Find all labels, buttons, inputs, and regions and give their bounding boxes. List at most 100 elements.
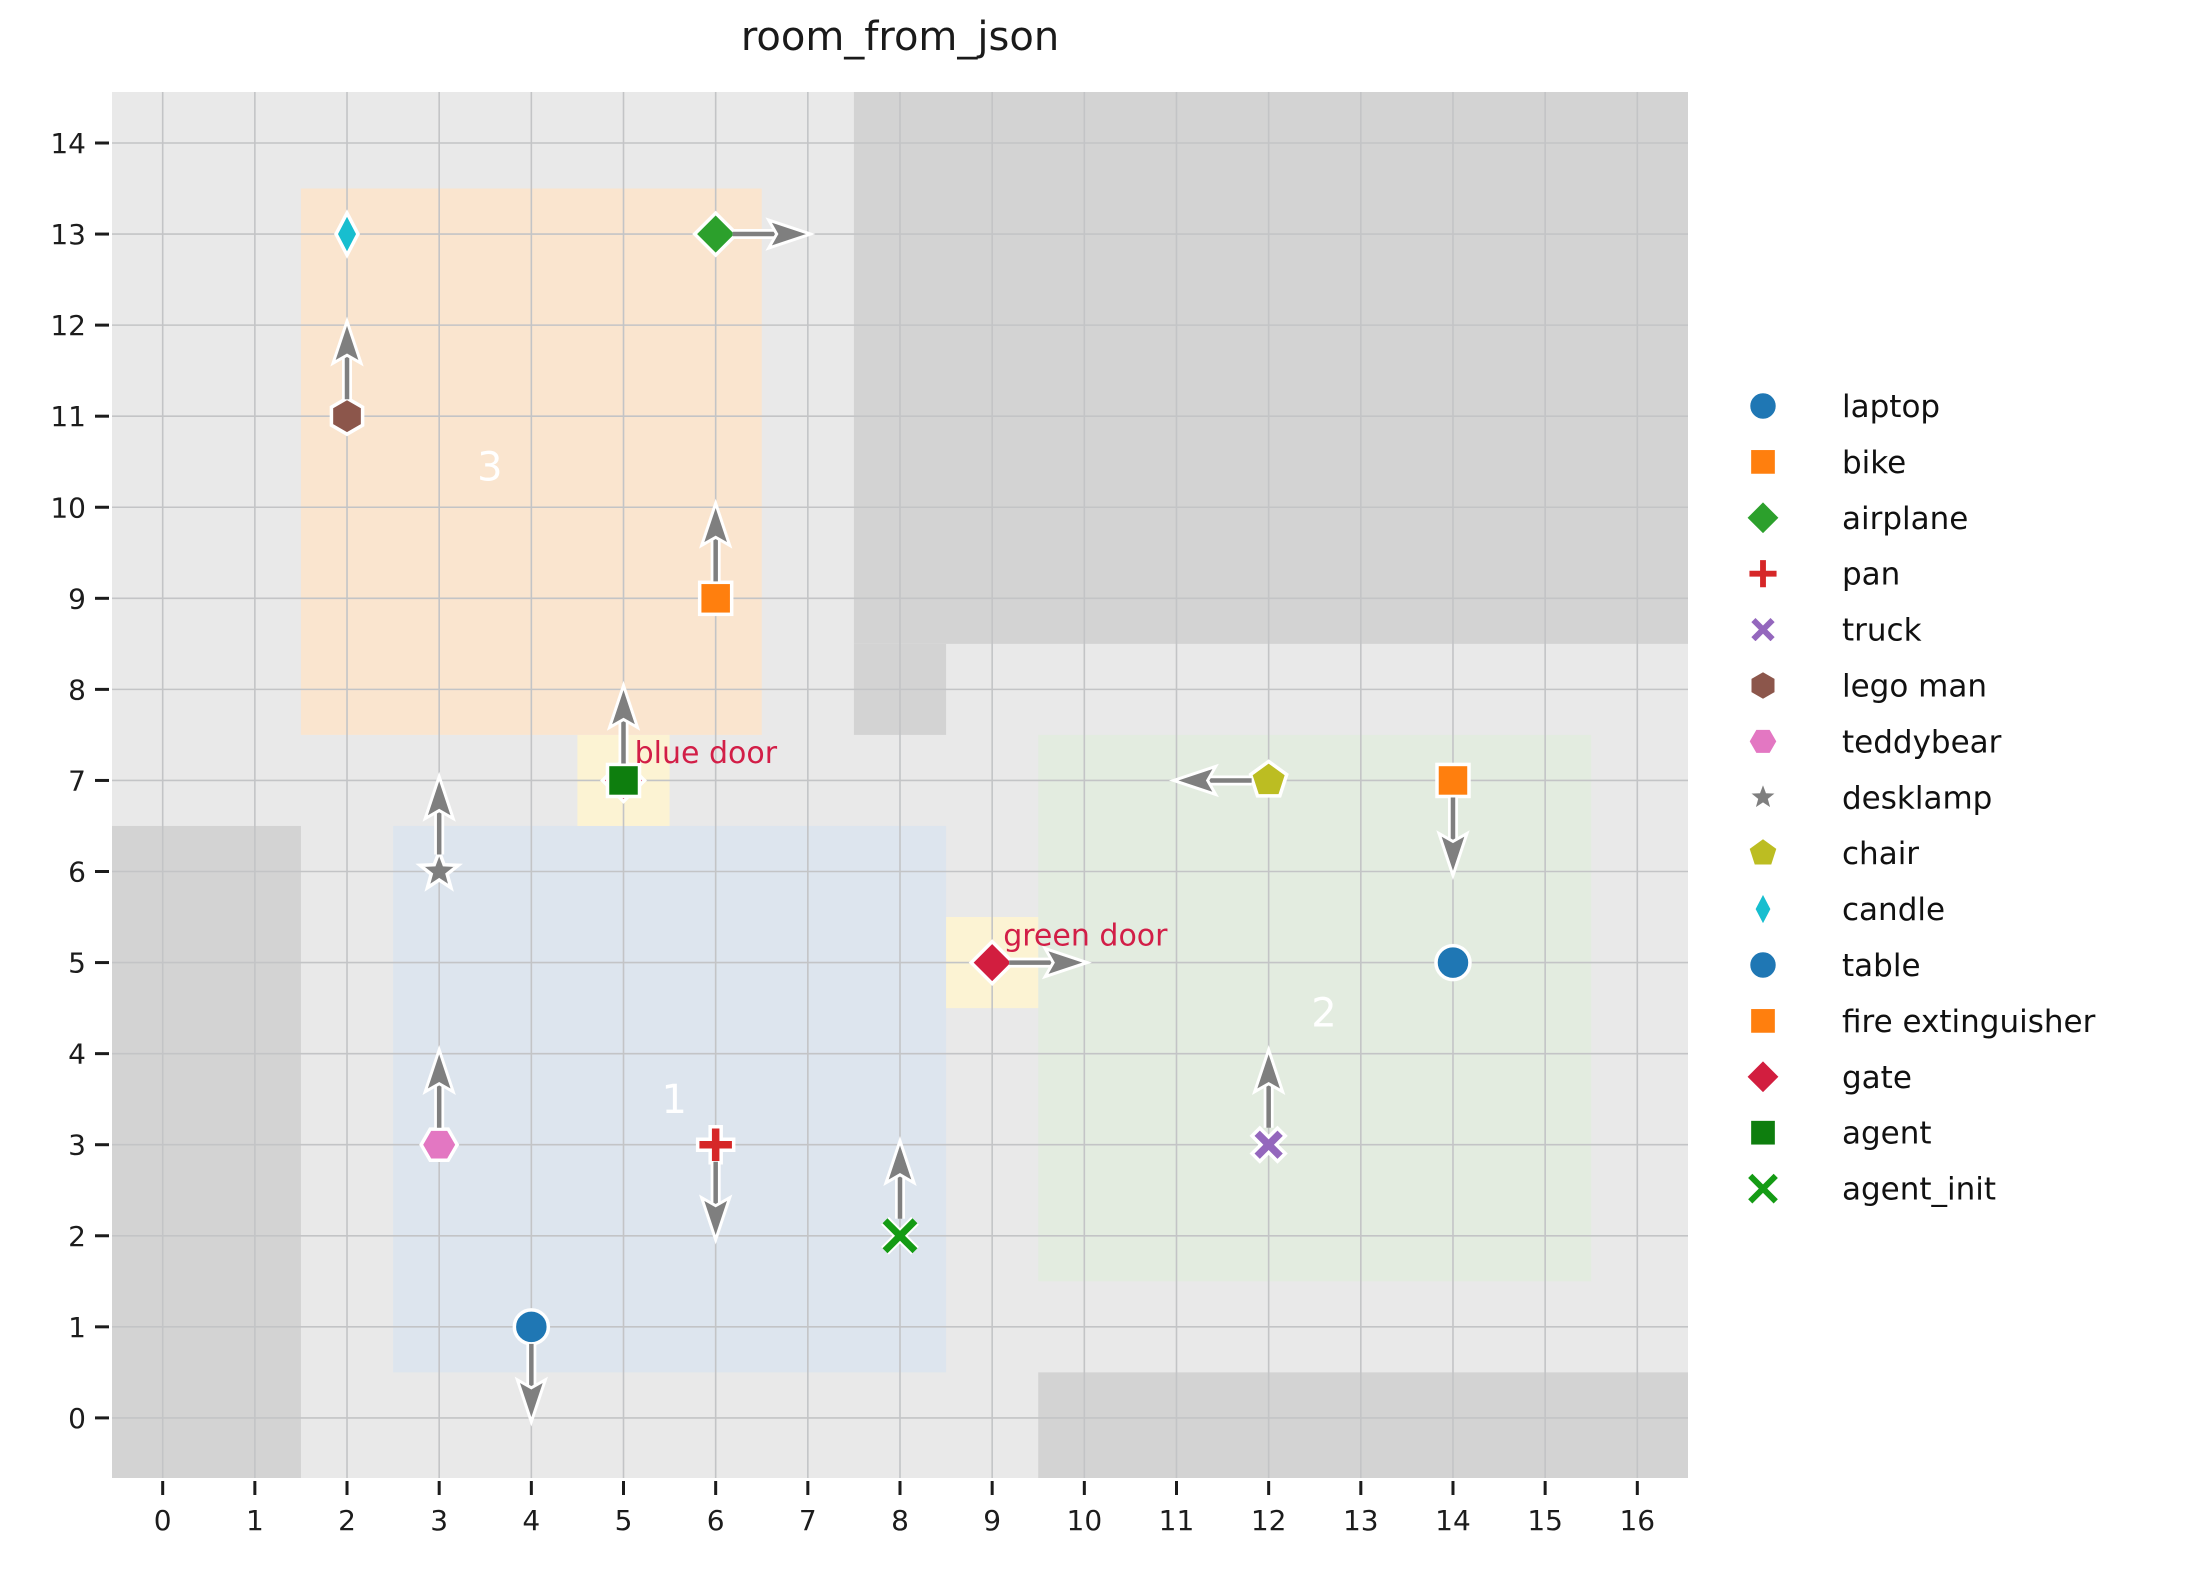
legend-label-bike: bike: [1842, 445, 1906, 481]
arrow-fire-extinguisher: [1436, 797, 1470, 881]
wall-bottom-right: [1038, 1372, 1688, 1478]
room-2-label: 2: [1311, 991, 1336, 1037]
marker-bike: [697, 580, 734, 617]
marker-candle: [334, 209, 360, 259]
legend-label-desklamp: desklamp: [1842, 780, 1992, 816]
arrow-pan: [699, 1161, 733, 1245]
legend-label-table: table: [1842, 948, 1921, 984]
y-tick-label: 3: [68, 1129, 86, 1162]
marker-lego-man: [329, 396, 365, 437]
legend-label-agent: agent: [1842, 1116, 1932, 1152]
y-tick-label: 7: [68, 764, 86, 797]
legend-item-pan: pan: [1745, 556, 1900, 593]
wall-left: [112, 825, 301, 1478]
legend: laptop bike airplane pan truck lego man teddyb…: [1742, 389, 2096, 1208]
y-tick-label: 12: [50, 309, 86, 342]
y-tick-label: 6: [68, 856, 86, 889]
legend-marker-truck: [1746, 613, 1780, 647]
y-tick-label: 4: [68, 1038, 86, 1071]
arrow-airplane: [732, 217, 816, 251]
legend-label-agent_init: agent_init: [1842, 1172, 1996, 1208]
x-tick-label: 10: [1067, 1504, 1103, 1537]
y-tick-label: 9: [68, 582, 86, 615]
marker-table: [512, 1308, 551, 1346]
legend-marker-lego-man: [1747, 668, 1779, 703]
legend-marker-gate: [1742, 1056, 1784, 1098]
wall-top-right: [853, 92, 1688, 644]
room-3-label: 3: [477, 444, 502, 490]
legend-item-teddybear: teddybear: [1745, 724, 2002, 760]
y-tick-label: 14: [50, 127, 86, 160]
legend-item-candle: candle: [1751, 887, 1945, 931]
arrow-truck: [1251, 1044, 1286, 1128]
legend-marker-fire-extinguisher: [1747, 1005, 1779, 1037]
legend-label-lego-man: lego man: [1842, 669, 1987, 705]
y-tick-label: 0: [68, 1402, 86, 1435]
x-tick-label: 2: [338, 1504, 356, 1537]
arrow-chair: [1168, 763, 1252, 798]
marker-agent_init: [881, 1216, 919, 1255]
marker-truck: [1249, 1125, 1288, 1164]
legend-marker-chair: [1745, 834, 1781, 869]
x-tick-label: 6: [707, 1504, 725, 1537]
legend-item-agent_init: agent_init: [1746, 1172, 1996, 1208]
x-tick-label: 5: [615, 1504, 633, 1537]
x-tick-label: 3: [430, 1504, 448, 1537]
y-tick-label: 5: [68, 947, 86, 980]
x-tick-label: 14: [1435, 1504, 1471, 1537]
legend-marker-table: [1746, 948, 1780, 982]
arrow-agent_init: [883, 1136, 917, 1219]
door-label-blue-door: blue door: [635, 736, 778, 771]
legend-item-bike: bike: [1747, 445, 1906, 481]
y-tick-label: 11: [50, 400, 86, 433]
y-tick-label: 13: [50, 218, 86, 251]
legend-label-truck: truck: [1842, 613, 1922, 649]
marker-pan: [695, 1124, 736, 1165]
legend-item-lego-man: lego man: [1747, 668, 1987, 705]
legend-item-fire-extinguisher: fire extinguisher: [1747, 1004, 2096, 1040]
x-tick-label: 7: [799, 1504, 817, 1537]
y-tick-label: 10: [50, 491, 86, 524]
legend-label-airplane: airplane: [1842, 501, 1968, 537]
arrow-table: [514, 1343, 549, 1427]
x-tick-label: 15: [1527, 1504, 1563, 1537]
x-tick-label: 11: [1159, 1504, 1195, 1537]
legend-marker-candle: [1751, 887, 1775, 931]
marker-desklamp: [415, 846, 463, 892]
legend-marker-agent: [1747, 1117, 1779, 1149]
legend-item-laptop: laptop: [1746, 389, 1940, 425]
x-tick-label: 12: [1251, 1504, 1287, 1537]
y-tick-label: 8: [68, 673, 86, 706]
legend-item-chair: chair: [1745, 834, 1919, 872]
legend-label-fire-extinguisher: fire extinguisher: [1842, 1004, 2096, 1040]
legend-item-table: table: [1746, 948, 1921, 984]
arrow-lego-man: [330, 316, 364, 400]
arrow-bike: [699, 498, 733, 582]
x-tick-label: 9: [983, 1504, 1001, 1537]
room-2-area: [1038, 734, 1592, 1282]
x-tick-label: 16: [1619, 1504, 1655, 1537]
x-tick-label: 4: [522, 1504, 540, 1537]
legend-marker-laptop: [1746, 389, 1780, 423]
marker-chair: [1248, 759, 1289, 798]
x-tick-label: 1: [246, 1504, 264, 1537]
room-1-label: 1: [661, 1077, 686, 1123]
legend-marker-desklamp: [1742, 775, 1784, 816]
marker-airplane: [692, 210, 740, 258]
legend-label-candle: candle: [1842, 892, 1945, 928]
legend-label-laptop: laptop: [1842, 389, 1940, 425]
marker-agent: [605, 762, 642, 799]
legend-marker-agent_init: [1746, 1172, 1780, 1205]
x-tick-label: 8: [891, 1504, 909, 1537]
legend-item-gate: gate: [1742, 1056, 1912, 1098]
legend-label-teddybear: teddybear: [1842, 724, 2002, 760]
legend-marker-pan: [1745, 556, 1781, 591]
marker-teddybear: [419, 1127, 460, 1163]
legend-item-desklamp: desklamp: [1742, 775, 1992, 816]
arrow-teddybear: [422, 1044, 456, 1128]
x-tick-label: 0: [154, 1504, 172, 1537]
marker-fire-extinguisher: [1435, 762, 1471, 799]
y-tick-label: 2: [68, 1220, 86, 1253]
